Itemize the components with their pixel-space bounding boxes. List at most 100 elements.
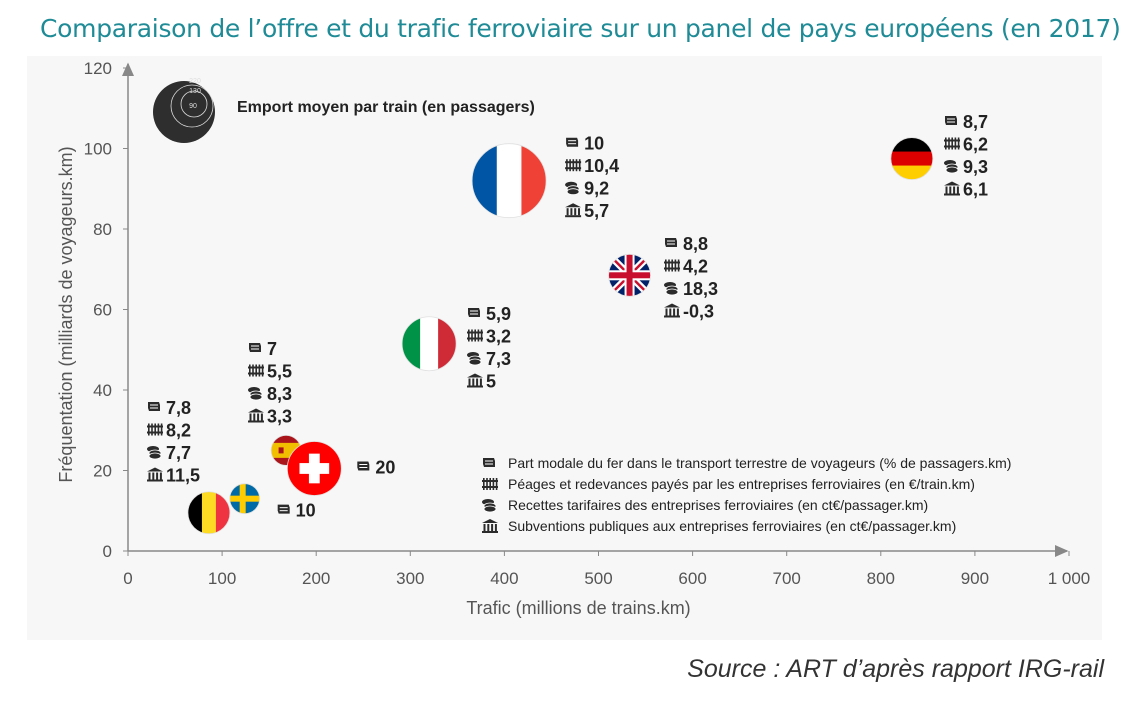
ticket-icon bbox=[665, 238, 677, 247]
coins-icon bbox=[147, 446, 162, 460]
indicator-value: 20 bbox=[375, 457, 395, 477]
x-tick-label: 400 bbox=[490, 569, 518, 588]
x-tick-label: 700 bbox=[773, 569, 801, 588]
indicator-value: 8,3 bbox=[267, 384, 292, 404]
ticket-icon bbox=[945, 116, 957, 125]
coins-icon bbox=[248, 387, 263, 401]
indicator-value: 7,8 bbox=[166, 398, 191, 418]
ticket-icon bbox=[566, 137, 579, 147]
rail-track-icon bbox=[147, 423, 163, 436]
indicator-legend: Part modale du fer dans le transport ter… bbox=[482, 455, 1011, 534]
indicator-value: 7 bbox=[267, 339, 277, 359]
x-tick-label: 600 bbox=[678, 569, 706, 588]
indicator-value: 5,9 bbox=[486, 304, 511, 324]
indicator-value: 6,1 bbox=[963, 180, 988, 200]
ticket-icon bbox=[148, 402, 160, 411]
bubble-outline bbox=[286, 441, 342, 496]
indicator-values-italy: 5,9 3,27,3 5 bbox=[467, 304, 511, 392]
ticket-icon bbox=[468, 308, 480, 317]
indicator-values-belgium: 7,8 8,27,7 11,5 bbox=[147, 398, 200, 486]
indicator-value: 4,2 bbox=[683, 257, 708, 277]
x-tick-label: 500 bbox=[584, 569, 612, 588]
y-tick-label: 80 bbox=[93, 220, 112, 239]
indicator-legend-label: Recettes tarifaires des entreprises ferr… bbox=[508, 497, 928, 513]
indicator-legend-label: Subventions publiques aux entreprises fe… bbox=[508, 518, 956, 534]
indicator-value: 18,3 bbox=[683, 279, 718, 299]
bubble-outline bbox=[471, 143, 547, 219]
axes: 0 100 200 300 400 500 600 700 800 900 1 000 0 20 40 60… bbox=[56, 59, 1090, 618]
indicator-values-spain: 7 5,58,3 3,3 bbox=[248, 339, 292, 427]
rail-track-icon bbox=[565, 159, 582, 172]
bubble-outline bbox=[608, 253, 651, 297]
rail-track-icon bbox=[248, 364, 264, 377]
indicator-value: 11,5 bbox=[166, 466, 200, 486]
x-tick-label: 0 bbox=[123, 569, 132, 588]
x-tick-label: 200 bbox=[302, 569, 330, 588]
indicator-value: 7,3 bbox=[486, 349, 511, 369]
x-tick-label: 900 bbox=[961, 569, 989, 588]
public-building-icon bbox=[248, 408, 264, 423]
indicator-value: 5,7 bbox=[584, 201, 609, 221]
legend-size-label: 130 bbox=[189, 88, 201, 95]
coins-icon bbox=[482, 499, 497, 513]
coins-icon bbox=[467, 352, 482, 366]
indicator-value: 3,3 bbox=[267, 407, 292, 427]
legend-size-label: 90 bbox=[189, 103, 197, 110]
indicator-value: 10 bbox=[296, 501, 316, 521]
indicator-value: -0,3 bbox=[683, 302, 714, 322]
ticket-icon bbox=[249, 343, 261, 352]
indicator-value: 9,2 bbox=[584, 179, 609, 199]
indicator-value: 6,2 bbox=[963, 135, 988, 155]
indicator-value: 5,5 bbox=[267, 362, 292, 382]
indicator-value: 10,4 bbox=[584, 156, 619, 176]
indicator-value: 8,8 bbox=[683, 234, 708, 254]
coins-icon bbox=[565, 181, 580, 196]
x-tick-label: 1 000 bbox=[1048, 569, 1091, 588]
source-note: Source : ART d’après rapport IRG-rail bbox=[687, 655, 1104, 683]
indicator-value: 5 bbox=[486, 372, 496, 392]
legend: 220 130 90 Emport moyen par train (en passa… bbox=[153, 78, 1011, 534]
x-tick-label: 300 bbox=[396, 569, 424, 588]
flag-germany bbox=[890, 137, 933, 180]
indicator-values-sweden: 10 bbox=[277, 501, 316, 521]
y-tick-label: 40 bbox=[93, 381, 112, 400]
chart-panel: 0 100 200 300 400 500 600 700 800 900 1 000 0 20 40 60… bbox=[27, 56, 1102, 640]
chart-title: Comparaison de l’offre et du trafic ferr… bbox=[40, 14, 1121, 43]
data-point-uk: 8,8 4,218,3 -0,3 bbox=[608, 234, 718, 322]
bubble-legend-label: Emport moyen par train (en passagers) bbox=[237, 99, 535, 116]
flag-uk bbox=[608, 254, 651, 297]
y-axis-title: Fréquentation (milliards de voyageurs.km… bbox=[56, 146, 76, 482]
public-building-icon bbox=[467, 373, 483, 388]
data-point-belgium: 7,8 8,27,7 11,5 bbox=[147, 398, 231, 535]
indicator-value: 3,2 bbox=[486, 327, 511, 347]
public-building-icon bbox=[944, 181, 960, 196]
bubble-size-legend: 220 130 90 Emport moyen par train (en passa… bbox=[153, 78, 535, 143]
rail-track-icon bbox=[482, 478, 498, 490]
indicator-values-uk: 8,8 4,218,3 -0,3 bbox=[664, 234, 718, 322]
bubble-chart: 0 100 200 300 400 500 600 700 800 900 1 000 0 20 40 60… bbox=[56, 59, 1090, 618]
coins-icon bbox=[664, 282, 679, 296]
bubble-outline bbox=[229, 483, 261, 515]
data-point-germany: 8,7 6,29,3 6,1 bbox=[890, 112, 988, 200]
legend-bubble-small bbox=[180, 90, 208, 118]
ticket-icon bbox=[357, 461, 370, 471]
indicator-values-switzerland: 20 bbox=[357, 457, 395, 477]
data-point-switzerland: 20 bbox=[286, 441, 395, 496]
indicator-value: 7,7 bbox=[166, 443, 191, 463]
indicator-value: 10 bbox=[584, 134, 604, 154]
legend-size-label: 220 bbox=[189, 78, 201, 85]
public-building-icon bbox=[147, 467, 163, 482]
bubble-outline bbox=[890, 137, 934, 180]
indicator-value: 8,2 bbox=[166, 421, 191, 441]
indicator-legend-label: Péages et redevances payés par les entre… bbox=[508, 476, 975, 492]
ticket-icon bbox=[277, 504, 290, 514]
flag-italy bbox=[402, 316, 457, 371]
x-tick-label: 800 bbox=[867, 569, 895, 588]
ticket-icon bbox=[483, 458, 495, 467]
indicator-values-germany: 8,7 6,29,3 6,1 bbox=[944, 112, 988, 200]
x-tick-label: 100 bbox=[208, 569, 236, 588]
rail-track-icon bbox=[944, 137, 960, 150]
y-tick-label: 20 bbox=[93, 462, 112, 481]
